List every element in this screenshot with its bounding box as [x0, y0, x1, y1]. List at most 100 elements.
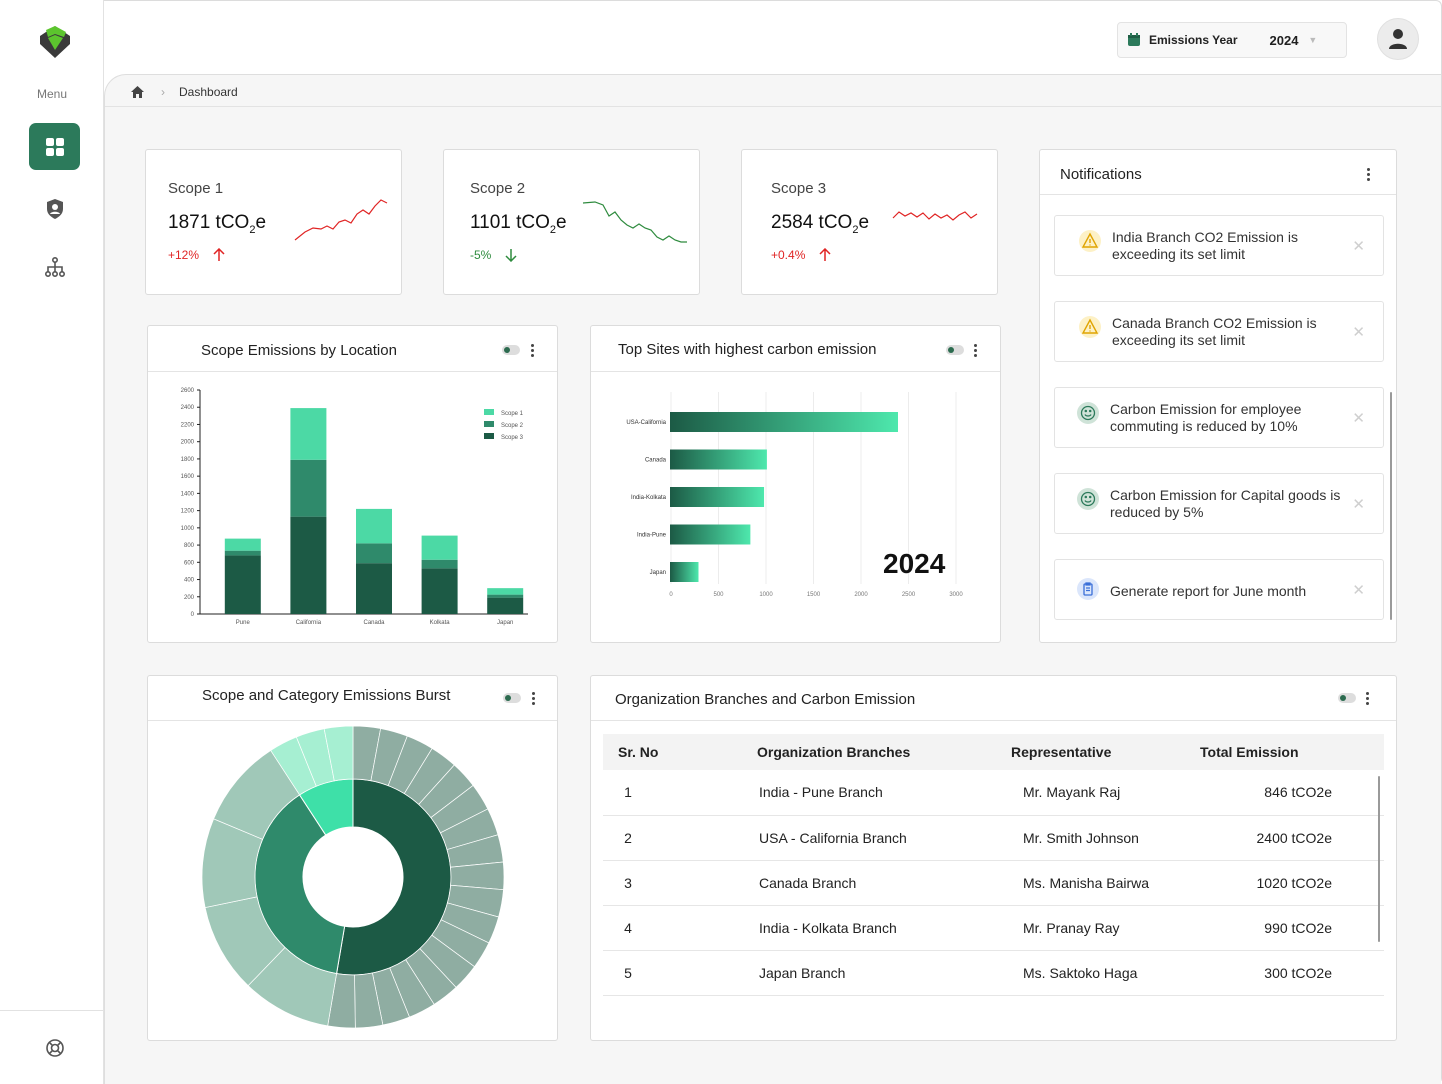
panel-header: Scope and Category Emissions Burst: [148, 676, 557, 721]
close-icon[interactable]: ✕: [1352, 496, 1365, 513]
table-row[interactable]: 1 India - Pune Branch Mr. Mayank Raj 846 tC…: [603, 770, 1384, 816]
scrollbar[interactable]: [1378, 776, 1380, 942]
y-tick-label: India-Pune: [637, 533, 667, 539]
y-tick-label: 1400: [181, 491, 195, 497]
table-cell-rep: Mr. Mayank Raj: [997, 770, 1197, 816]
sidebar-item-security[interactable]: [29, 185, 80, 232]
branch-table: Sr. No Organization Branches Representat…: [603, 734, 1384, 996]
kpi-change: +0.4%: [771, 248, 831, 262]
y-tick-label: 800: [184, 543, 195, 549]
table-row[interactable]: 2 USA - California Branch Mr. Smith Johnso…: [603, 815, 1384, 861]
kpi-title: Scope 1: [168, 180, 224, 197]
bar-segment: [356, 508, 392, 544]
table-row[interactable]: 5 Japan Branch Ms. Saktoko Haga 300 tCO2e: [603, 950, 1384, 996]
brand-logo[interactable]: [36, 24, 74, 60]
y-tick-label: 1800: [181, 457, 195, 463]
chart-toggle[interactable]: [502, 345, 520, 355]
table-cell-sr: 4: [603, 905, 743, 951]
sunburst-outer-segment: [450, 861, 505, 891]
notification-item[interactable]: India Branch CO2 Emission is exceeding i…: [1054, 215, 1384, 276]
home-icon[interactable]: [130, 85, 145, 99]
panel-title: Scope Emissions by Location: [201, 342, 397, 359]
kpi-value: 1101 tCO2e: [470, 212, 567, 236]
table-row[interactable]: 3 Canada Branch Ms. Manisha Bairwa 1020 tCO…: [603, 860, 1384, 906]
notifications-title: Notifications: [1060, 166, 1142, 183]
breadcrumb-divider: [105, 106, 1441, 107]
bar: [670, 524, 751, 545]
notification-item[interactable]: Carbon Emission for Capital goods is red…: [1054, 473, 1384, 534]
x-tick-label: Kolkata: [430, 620, 451, 626]
more-options-icon[interactable]: [1366, 692, 1370, 707]
sunburst-outer-segment: [323, 725, 354, 782]
table-header-row: Sr. No Organization Branches Representat…: [603, 734, 1384, 770]
x-tick-label: 0: [669, 592, 673, 598]
y-tick-label: 1200: [181, 509, 195, 515]
emissions-year-select[interactable]: Emissions Year 2024 ▼: [1117, 22, 1347, 58]
stacked-bar-chart: 0 200 400 600 800 1000 1200 1400 1600 1800 2000 220…: [181, 388, 528, 626]
x-tick-label: Pune: [236, 620, 251, 626]
close-icon[interactable]: ✕: [1352, 324, 1365, 341]
branches-panel: Organization Branches and Carbon Emissio…: [590, 675, 1397, 1041]
y-tick-label: 2400: [181, 405, 195, 411]
smile-icon: [1077, 402, 1099, 424]
bar-segment: [224, 550, 261, 556]
notifications-panel: Notifications India Branch CO2 Emission …: [1039, 149, 1397, 643]
notification-item[interactable]: Carbon Emission for employee commuting i…: [1054, 387, 1384, 448]
table-cell-rep: Ms. Manisha Bairwa: [997, 860, 1197, 906]
chevron-down-icon: ▼: [1308, 35, 1318, 45]
table-cell-total: 1020 tCO2e: [1197, 860, 1384, 906]
more-options-icon[interactable]: [531, 344, 535, 359]
table-cell-sr: 5: [603, 950, 743, 996]
legend-label: Scope 2: [501, 423, 524, 429]
legend-label: Scope 1: [501, 411, 524, 417]
notifications-header: Notifications: [1040, 150, 1396, 195]
avatar[interactable]: [1377, 18, 1419, 60]
bar-segment: [421, 568, 458, 614]
menu-label: Menu: [36, 87, 68, 101]
more-options-icon[interactable]: [974, 344, 978, 359]
kpi-value: 1871 tCO2e: [168, 212, 267, 236]
table-cell-rep: Mr. Pranay Ray: [997, 905, 1197, 951]
sidebar-item-organization[interactable]: [29, 243, 80, 290]
kpi-card-scope2: Scope 2 1101 tCO2e -5%: [443, 149, 700, 295]
table-cell-total: 846 tCO2e: [1197, 770, 1384, 816]
notification-item[interactable]: Canada Branch CO2 Emission is exceeding …: [1054, 301, 1384, 362]
chart-toggle[interactable]: [946, 345, 964, 355]
clipboard-icon: [1077, 578, 1099, 600]
close-icon[interactable]: ✕: [1352, 238, 1365, 255]
arrow-up-icon: [213, 248, 225, 261]
column-header: Sr. No: [603, 734, 743, 770]
sidebar: Menu: [0, 0, 104, 1084]
scrollbar[interactable]: [1390, 392, 1392, 620]
sidebar-item-dashboard[interactable]: [29, 123, 80, 170]
close-icon[interactable]: ✕: [1352, 410, 1365, 427]
table-cell-branch: India - Kolkata Branch: [743, 905, 997, 951]
notification-item[interactable]: Generate report for June month ✕: [1054, 559, 1384, 620]
chart-toggle[interactable]: [1338, 693, 1356, 703]
grid-icon: [45, 137, 64, 156]
legend-label: Scope 3: [501, 435, 524, 441]
sidebar-divider: [0, 1010, 104, 1011]
table-row[interactable]: 4 India - Kolkata Branch Mr. Pranay Ray 990…: [603, 905, 1384, 951]
y-tick-label: 2600: [181, 388, 195, 394]
sparkline-scope2: [582, 201, 687, 243]
warning-icon: [1079, 316, 1101, 338]
y-tick-label: Japan: [650, 570, 666, 576]
legend-swatch: [484, 433, 494, 439]
y-tick-label: Canada: [645, 458, 667, 464]
bar-segment: [421, 559, 458, 569]
table-cell-sr: 1: [603, 770, 743, 816]
chart-toggle[interactable]: [503, 693, 521, 703]
close-icon[interactable]: ✕: [1352, 582, 1365, 599]
panel-header: Top Sites with highest carbon emission: [591, 326, 1000, 372]
user-icon: [1389, 29, 1407, 49]
help-button[interactable]: [29, 1024, 80, 1071]
more-options-icon[interactable]: [532, 692, 536, 707]
kpi-change: -5%: [470, 248, 517, 262]
x-tick-label: California: [296, 620, 322, 626]
sparkline-scope1: [294, 199, 388, 241]
more-options-icon[interactable]: [1367, 168, 1371, 183]
panel-title: Organization Branches and Carbon Emissio…: [615, 691, 916, 708]
sunburst-chart: [201, 725, 505, 1029]
bar-segment: [356, 543, 392, 564]
